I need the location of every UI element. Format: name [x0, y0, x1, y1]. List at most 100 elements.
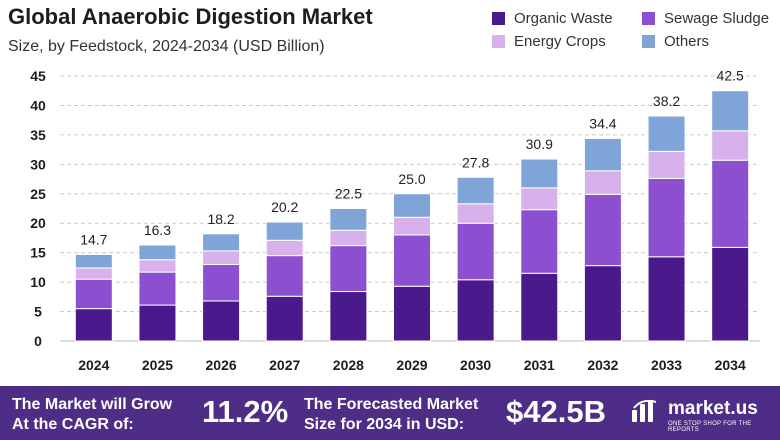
- x-tick-label: 2025: [142, 357, 173, 373]
- cagr-label-line2: At the CAGR of:: [12, 416, 134, 433]
- bar-segment: [393, 285, 431, 342]
- bar-segment: [456, 279, 495, 342]
- x-tick-label: 2032: [587, 357, 618, 373]
- bar-segment: [393, 234, 431, 287]
- bar-segment: [74, 253, 113, 269]
- x-tick-label: 2034: [715, 357, 746, 373]
- chart-title: Global Anaerobic Digestion Market: [8, 4, 373, 29]
- bar-segment: [647, 256, 686, 342]
- legend-swatch: [642, 12, 655, 25]
- bar-total-label: 42.5: [717, 68, 744, 84]
- bar-segment: [329, 229, 368, 247]
- bar-segment: [202, 233, 241, 252]
- y-tick-label: 40: [30, 97, 46, 113]
- brand-tagline: ONE STOP SHOP FOR THE REPORTS: [668, 421, 752, 433]
- cagr-value: 11.2%: [202, 394, 289, 429]
- bar-segment: [647, 150, 686, 179]
- bar-segment: [202, 300, 241, 342]
- legend: Organic Waste Sewage Sludge Energy Crops…: [492, 10, 776, 50]
- bar-total-label: 18.2: [207, 211, 234, 227]
- bar-segment: [456, 222, 495, 281]
- bar-segment: [520, 209, 559, 274]
- bar-segment: [583, 170, 622, 195]
- bar-total-label: 14.7: [80, 231, 107, 247]
- bar-segment: [393, 193, 431, 218]
- legend-label: Energy Crops: [514, 33, 606, 50]
- bar-segment: [265, 239, 304, 257]
- bar-total-label: 30.9: [526, 136, 553, 152]
- bar-segment: [265, 255, 304, 297]
- bar-segment: [520, 187, 559, 211]
- forecast-label-line2: Size for 2034 in USD:: [304, 416, 465, 433]
- bar-segment: [520, 158, 559, 189]
- brand-name: market.us: [668, 398, 758, 419]
- cagr-label-line1: The Market will Grow: [12, 396, 173, 413]
- bar-segment: [456, 176, 495, 205]
- y-tick-label: 10: [30, 274, 46, 290]
- bar-segment: [74, 267, 113, 280]
- bar-segment: [711, 90, 750, 132]
- bar-segment: [202, 263, 241, 302]
- y-tick-label: 35: [30, 127, 46, 143]
- bar-segment: [583, 265, 622, 342]
- legend-item-energy-crops: Energy Crops: [492, 33, 642, 50]
- bar-segment: [329, 291, 368, 342]
- y-tick-label: 30: [30, 156, 46, 172]
- forecast-label: The Forecasted Market Size for 2034 in U…: [304, 395, 478, 435]
- legend-label: Sewage Sludge: [664, 10, 770, 27]
- footer-banner: The Market will Grow At the CAGR of: 11.…: [0, 386, 780, 440]
- bar-segment: [520, 272, 559, 342]
- bar-segment: [711, 246, 750, 342]
- bar-segment: [583, 137, 622, 172]
- bar-total-label: 16.3: [144, 222, 171, 238]
- legend-label: Others: [664, 33, 710, 50]
- legend-item-sewage-sludge: Sewage Sludge: [642, 10, 776, 27]
- bar-total-label: 34.4: [589, 115, 616, 131]
- market-us-logo-icon: [632, 399, 657, 422]
- legend-swatch: [492, 12, 505, 25]
- bar-segment: [647, 115, 686, 152]
- y-tick-label: 20: [30, 215, 46, 231]
- bar-segment: [711, 159, 750, 248]
- x-tick-label: 2030: [460, 357, 491, 373]
- bar-segment: [138, 259, 177, 273]
- legend-item-organic-waste: Organic Waste: [492, 10, 642, 27]
- stacked-bar-chart: 05101520253035404514.7202416.3202518.220…: [30, 68, 760, 373]
- bar-segment: [329, 245, 368, 293]
- bar-segment: [583, 193, 622, 267]
- bar-segment: [329, 208, 368, 231]
- bar-segment: [456, 203, 495, 224]
- bar-segment: [138, 304, 177, 342]
- y-tick-label: 0: [34, 333, 42, 349]
- legend-item-others: Others: [642, 33, 776, 50]
- cagr-label: The Market will Grow At the CAGR of:: [12, 395, 172, 435]
- forecast-value: $42.5B: [506, 394, 606, 429]
- bar-total-label: 38.2: [653, 93, 680, 109]
- legend-swatch: [642, 35, 655, 48]
- x-tick-label: 2027: [269, 357, 300, 373]
- bar-segment: [647, 177, 686, 258]
- bar-segment: [138, 271, 177, 306]
- bar-total-label: 22.5: [335, 186, 362, 202]
- bar-segment: [393, 216, 431, 236]
- y-tick-label: 5: [34, 304, 42, 320]
- bar-segment: [202, 250, 241, 265]
- bar-segment: [138, 244, 177, 261]
- bar-segment: [74, 278, 113, 310]
- x-tick-label: 2031: [524, 357, 555, 373]
- x-tick-label: 2028: [333, 357, 364, 373]
- x-tick-label: 2029: [396, 357, 427, 373]
- bar-total-label: 27.8: [462, 154, 489, 170]
- x-tick-label: 2026: [206, 357, 237, 373]
- bar-segment: [711, 130, 750, 161]
- x-tick-label: 2033: [651, 357, 682, 373]
- bar-total-label: 20.2: [271, 199, 298, 215]
- y-tick-label: 25: [30, 186, 46, 202]
- forecast-label-line1: The Forecasted Market: [304, 396, 479, 413]
- x-tick-label: 2024: [78, 357, 109, 373]
- bar-segment: [265, 221, 304, 241]
- bar-segment: [265, 295, 304, 342]
- y-tick-label: 15: [30, 245, 46, 261]
- legend-swatch: [492, 35, 505, 48]
- legend-label: Organic Waste: [514, 10, 613, 27]
